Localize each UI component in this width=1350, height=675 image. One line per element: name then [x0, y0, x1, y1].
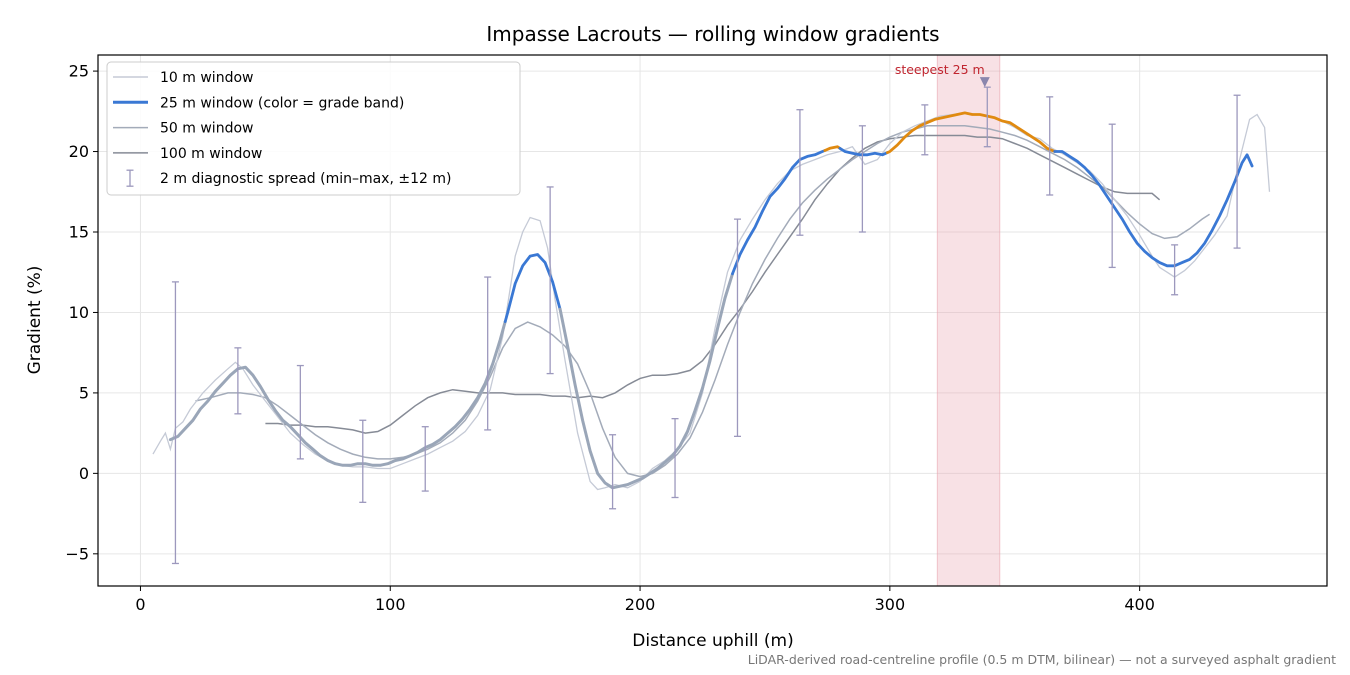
y-axis-title: Gradient (%) — [25, 266, 45, 375]
y-tick-label: 25 — [69, 62, 89, 81]
error-bar — [296, 364, 304, 460]
error-bar — [1233, 94, 1241, 249]
legend-item-w50: 50 m window — [113, 121, 253, 137]
legend-label: 50 m window — [160, 121, 253, 137]
error-bar — [858, 125, 866, 233]
y-tick-label: 0 — [79, 464, 89, 483]
x-tick-label: 300 — [875, 595, 906, 614]
series-25m-segment-blue — [731, 149, 827, 276]
series-25m-segment-orange — [886, 111, 1057, 154]
series-25m-segment-blue — [838, 146, 889, 157]
error-bar — [796, 109, 804, 236]
axis-ticks: 0 100 200 300 400 −5 0 5 10 15 20 25 — [65, 62, 1155, 614]
footnote: LiDAR-derived road-centreline profile (0… — [748, 652, 1336, 667]
error-bar — [921, 104, 929, 156]
legend-item-w10: 10 m window — [113, 70, 253, 86]
y-tick-label: −5 — [65, 544, 89, 563]
steepest-label: steepest 25 m — [895, 62, 985, 77]
error-bar — [234, 347, 242, 415]
highlight-band-layer — [936, 54, 1001, 587]
error-bar — [983, 86, 991, 148]
steepest-marker — [979, 77, 990, 88]
error-bar — [546, 186, 554, 375]
x-tick-label: 400 — [1124, 595, 1155, 614]
error-bar — [421, 426, 429, 492]
legend-label: 10 m window — [160, 70, 253, 86]
legend-label: 25 m window (color = grade band) — [160, 95, 404, 111]
x-tick-label: 100 — [375, 595, 406, 614]
y-tick-label: 20 — [69, 142, 89, 161]
series-layer — [152, 111, 1271, 491]
x-axis-title: Distance uphill (m) — [632, 631, 793, 651]
legend-item-w25: 25 m window (color = grade band) — [113, 95, 404, 111]
legend-item-w100: 100 m window — [113, 146, 262, 162]
error-bar — [609, 434, 617, 510]
legend-label: 100 m window — [160, 146, 262, 162]
chart-title: Impasse Lacrouts — rolling window gradie… — [486, 22, 939, 46]
error-bar — [1171, 244, 1179, 296]
error-bar — [484, 276, 492, 431]
y-tick-label: 15 — [69, 223, 89, 242]
legend-label: 2 m diagnostic spread (min–max, ±12 m) — [160, 171, 451, 187]
error-bar — [1108, 123, 1116, 269]
series-25m-segment-base — [168, 320, 507, 467]
series-10m-line — [152, 112, 1271, 491]
x-tick-label: 200 — [625, 595, 656, 614]
y-tick-label: 5 — [79, 383, 89, 402]
series-50m-line — [195, 125, 1211, 478]
series-25m-segment-blue — [1053, 150, 1254, 268]
error-bar — [671, 418, 679, 499]
error-bar — [359, 419, 367, 503]
annotation-layer: steepest 25 m — [895, 62, 990, 88]
x-tick-label: 0 — [135, 595, 145, 614]
legend: 10 m window 25 m window (color = grade ba… — [106, 61, 521, 196]
steepest-window-band — [936, 54, 1001, 587]
series-25m-segment-orange — [823, 145, 842, 152]
error-bar — [1046, 96, 1054, 196]
legend-frame — [106, 61, 521, 196]
plot-frame — [97, 54, 1328, 587]
error-bar — [733, 218, 741, 438]
legend-item-err: 2 m diagnostic spread (min–max, ±12 m) — [126, 169, 451, 187]
series-25m-segment-base — [558, 272, 734, 490]
error-bar — [171, 281, 179, 565]
y-tick-label: 10 — [69, 303, 89, 322]
error-bar-layer — [171, 86, 1241, 565]
